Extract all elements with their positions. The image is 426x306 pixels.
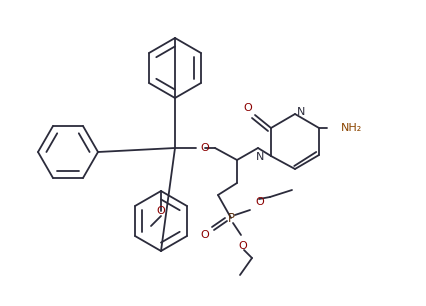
Text: O: O	[244, 103, 252, 113]
Text: O: O	[157, 206, 165, 216]
Text: N: N	[256, 152, 264, 162]
Text: O: O	[239, 241, 248, 251]
Text: O: O	[255, 197, 264, 207]
Text: N: N	[297, 107, 305, 117]
Text: P: P	[227, 211, 234, 225]
Text: O: O	[200, 143, 209, 153]
Text: NH₂: NH₂	[341, 123, 362, 133]
Text: O: O	[201, 230, 209, 240]
